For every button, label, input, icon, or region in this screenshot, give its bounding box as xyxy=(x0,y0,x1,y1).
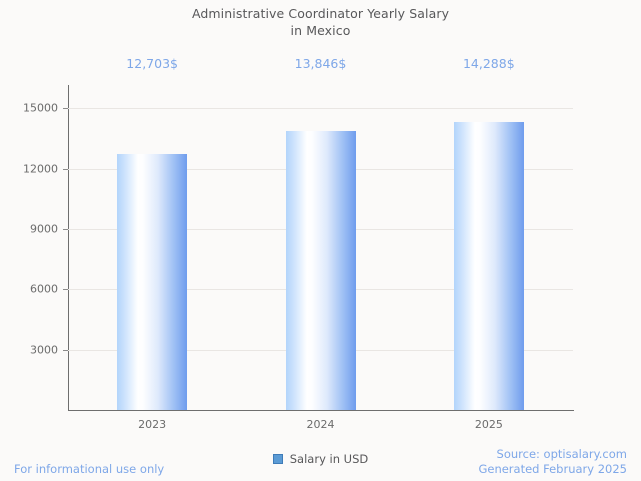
bar-2024[interactable] xyxy=(285,131,356,410)
bar-value-label-2025: 14,288$ xyxy=(462,56,515,71)
bar-2025[interactable] xyxy=(453,122,524,410)
chart-title-line-2: in Mexico xyxy=(290,23,351,38)
y-axis-tick-label: 6000 xyxy=(30,282,58,296)
x-axis-tick-label-2023: 2023 xyxy=(138,418,167,431)
y-axis-tick-label: 3000 xyxy=(30,343,58,357)
y-tick-mark xyxy=(63,108,68,110)
generated-text: Generated February 2025 xyxy=(478,462,627,476)
y-tick-mark xyxy=(63,289,68,291)
plot-area xyxy=(63,88,573,410)
bar-value-label-2023: 12,703$ xyxy=(126,56,179,71)
gridline xyxy=(68,108,573,110)
y-axis-tick-label: 15000 xyxy=(23,101,58,115)
legend-label-salary: Salary in USD xyxy=(289,452,369,466)
y-tick-mark xyxy=(63,228,68,230)
y-tick-mark xyxy=(63,349,68,351)
bar-2023[interactable] xyxy=(117,154,188,410)
source-text: Source: optisalary.com xyxy=(496,447,627,461)
y-tick-mark xyxy=(63,168,68,170)
chart-title-line-1: Administrative Coordinator Yearly Salary xyxy=(191,6,450,21)
y-axis-line xyxy=(68,85,69,411)
y-axis-tick-label: 12000 xyxy=(23,162,58,175)
x-axis-tick-label-2025: 2025 xyxy=(474,418,503,431)
y-axis-labels: 3000 6000 9000 12000 15000 xyxy=(0,0,58,481)
legend-swatch-salary xyxy=(272,454,283,464)
chart-legend: Salary in USD xyxy=(0,452,641,466)
y-axis-tick-label: 9000 xyxy=(30,222,58,236)
disclaimer-text: For informational use only xyxy=(14,462,165,476)
x-axis-tick-label-2024: 2024 xyxy=(306,418,335,431)
credits-block: Source: optisalary.com Generated Februar… xyxy=(478,447,627,477)
x-axis-line xyxy=(68,410,574,411)
bar-value-label-2024: 13,846$ xyxy=(294,56,347,71)
page-title: Administrative Coordinator Yearly Salary… xyxy=(0,5,641,39)
